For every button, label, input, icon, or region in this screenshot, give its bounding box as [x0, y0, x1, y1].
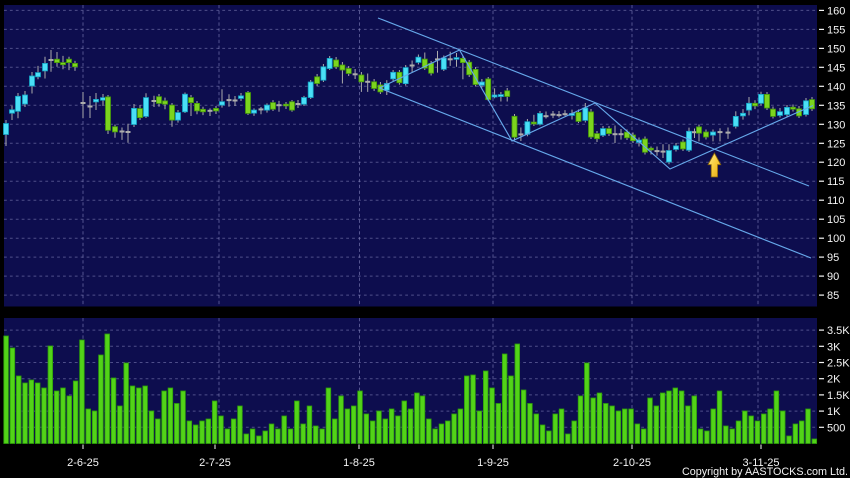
svg-text:1-9-25: 1-9-25 — [477, 457, 509, 469]
svg-text:145: 145 — [827, 62, 845, 74]
svg-text:150: 150 — [827, 43, 845, 55]
svg-text:85: 85 — [827, 290, 839, 302]
svg-text:3-11-25: 3-11-25 — [742, 457, 779, 469]
svg-text:120: 120 — [827, 157, 845, 169]
svg-text:Copyright by AASTOCKS.com Ltd.: Copyright by AASTOCKS.com Ltd. — [682, 466, 848, 478]
svg-text:95: 95 — [827, 252, 839, 264]
svg-text:1K: 1K — [827, 406, 841, 418]
svg-text:1-8-25: 1-8-25 — [343, 457, 375, 469]
svg-text:100: 100 — [827, 233, 845, 245]
svg-text:3.5K: 3.5K — [827, 325, 850, 337]
svg-text:110: 110 — [827, 195, 845, 207]
svg-text:2-6-25: 2-6-25 — [67, 457, 99, 469]
svg-text:155: 155 — [827, 24, 845, 36]
svg-text:115: 115 — [827, 176, 845, 188]
svg-text:3K: 3K — [827, 341, 841, 353]
svg-text:90: 90 — [827, 271, 839, 283]
svg-text:105: 105 — [827, 214, 845, 226]
svg-text:1.5K: 1.5K — [827, 390, 850, 402]
svg-text:140: 140 — [827, 81, 845, 93]
svg-text:500: 500 — [827, 422, 845, 434]
svg-text:135: 135 — [827, 100, 845, 112]
svg-text:125: 125 — [827, 138, 845, 150]
svg-text:130: 130 — [827, 119, 845, 131]
svg-text:2-10-25: 2-10-25 — [613, 457, 651, 469]
svg-text:160: 160 — [827, 5, 845, 17]
svg-text:2-7-25: 2-7-25 — [199, 457, 231, 469]
svg-text:2K: 2K — [827, 374, 841, 386]
svg-text:2.5K: 2.5K — [827, 358, 850, 370]
